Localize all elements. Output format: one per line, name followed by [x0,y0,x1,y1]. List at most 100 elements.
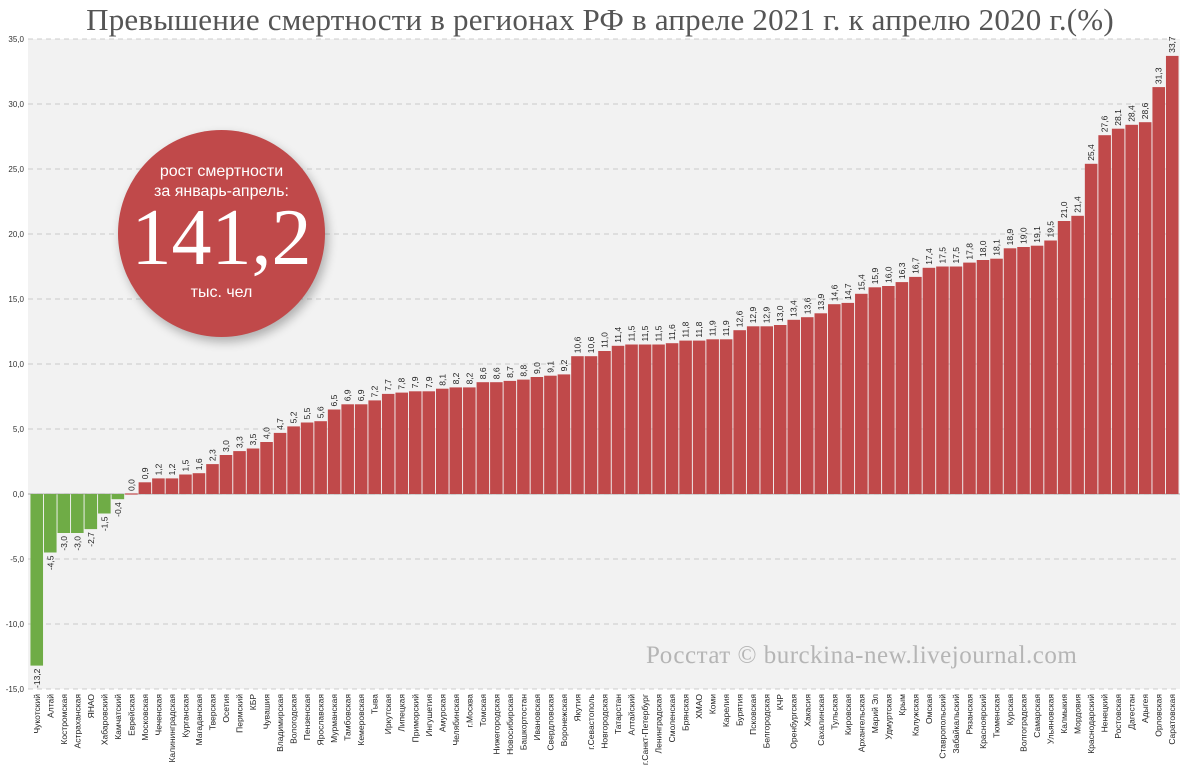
bar [84,494,98,530]
category-label: Московская [140,694,150,741]
value-label: 11,5 [654,325,664,341]
category-label: Камчатский [113,694,123,740]
category-label: Курская [1005,694,1015,726]
value-label: 21,4 [1073,196,1083,213]
category-label: Ярославская [316,694,326,746]
value-label: 8,2 [464,372,474,384]
value-label: 7,9 [410,376,420,388]
bar [98,494,111,514]
value-label: 27,6 [1100,115,1110,132]
bar [584,356,598,494]
bar [206,464,219,494]
value-label: 14,7 [843,283,853,300]
bar [773,325,787,494]
value-label: 11,5 [627,325,637,341]
category-label: Липецкая [397,694,407,732]
bar [408,391,422,494]
category-label: Удмуртская [883,694,893,740]
value-label: 1,2 [153,463,163,475]
value-label: 10,6 [586,336,596,353]
category-label: Кемеровская [356,694,366,746]
bar [179,474,192,494]
category-label: Нижегородская [491,694,501,755]
badge-value: 141,2 [131,194,312,282]
category-label: Крым [897,694,907,716]
category-label: Тамбовская [343,694,353,741]
bar [490,382,503,494]
value-label: 28,6 [1140,102,1150,119]
value-label: 5,6 [316,406,326,418]
value-label: 18,9 [1005,228,1015,245]
category-label: Коми [708,694,718,715]
bar [557,374,571,494]
bar [1138,122,1152,494]
category-label: Бурятия [735,694,745,726]
category-label: Алтайский [627,694,637,736]
category-label: Якутия [572,694,582,722]
bar [354,404,368,494]
bar [719,339,733,494]
value-label: 8,8 [518,365,528,377]
bar [895,282,909,494]
y-tick-label: 20,0 [8,230,24,239]
bar [368,400,381,494]
bar [463,387,476,494]
value-label: 8,2 [451,372,461,384]
bar [1165,55,1179,495]
bar [1017,247,1030,494]
bar [530,377,544,494]
category-label: Новосибирская [505,694,515,755]
value-label: 28,1 [1113,109,1123,126]
category-label: Свердловская [545,694,555,751]
value-label: 3,5 [248,433,258,445]
bar [909,276,922,494]
category-label: Оренбургская [789,694,799,749]
category-label: Хакасия [802,694,812,727]
bar [273,432,287,494]
category-label: Мордовия [1073,694,1083,734]
category-label: Чукотский [32,694,42,734]
bar [1125,124,1138,495]
category-label: Костромская [59,694,69,745]
bar [665,343,679,494]
value-label: 16,0 [883,266,893,283]
value-label: 5,5 [302,407,312,419]
bar [341,404,354,494]
value-label: 5,2 [289,411,299,423]
value-label: 0,0 [126,479,136,491]
category-label: Чеченская [153,694,163,736]
category-label: Орловская [1154,694,1164,737]
bar [165,478,179,494]
bar [746,326,760,494]
bar [1030,245,1044,494]
value-label: 4,0 [262,427,272,439]
value-label: -1,5 [99,516,109,531]
bars [30,55,1179,666]
bar [922,267,936,494]
category-label: Архангельская [856,694,866,753]
category-label: Калужская [910,694,920,737]
badge-unit: тыс. чел [190,284,253,301]
category-label: Брянская [681,694,691,731]
category-label: Алтай [45,694,55,718]
bar [314,421,327,494]
bar [1084,163,1098,495]
category-label: Чувашия [262,694,272,730]
value-label: 13,9 [816,293,826,310]
bar [503,380,517,494]
value-label: -4,5 [45,555,55,570]
category-label: Ингушетия [424,694,434,737]
source-watermark: Росстат © burckina-new.livejournal.com [646,642,1078,669]
value-label: 8,6 [491,367,501,379]
value-label: 8,1 [437,374,447,386]
value-label: 16,7 [910,257,920,274]
badge-caption: рост смертности за январь-апрель: [118,162,325,202]
value-label: 11,5 [640,325,650,341]
category-label: Ленинградская [654,694,664,754]
category-label: Тверская [207,694,217,731]
bar [828,304,841,494]
category-label: Тыва [370,694,380,714]
value-label: 25,4 [1086,144,1096,161]
value-label: -3,0 [72,536,82,551]
